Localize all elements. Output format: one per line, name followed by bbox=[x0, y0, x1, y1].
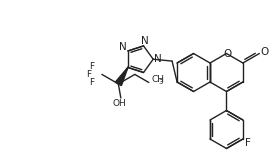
Polygon shape bbox=[115, 67, 128, 86]
Text: 3: 3 bbox=[159, 80, 163, 85]
Text: O: O bbox=[260, 47, 268, 56]
Text: F: F bbox=[86, 70, 91, 79]
Text: OH: OH bbox=[113, 99, 127, 108]
Text: N: N bbox=[154, 54, 162, 64]
Text: N: N bbox=[119, 42, 127, 52]
Text: O: O bbox=[223, 48, 232, 59]
Text: F: F bbox=[89, 78, 94, 87]
Text: CH: CH bbox=[152, 75, 165, 84]
Text: N: N bbox=[141, 36, 148, 46]
Text: F: F bbox=[89, 62, 94, 71]
Text: F: F bbox=[245, 138, 251, 148]
